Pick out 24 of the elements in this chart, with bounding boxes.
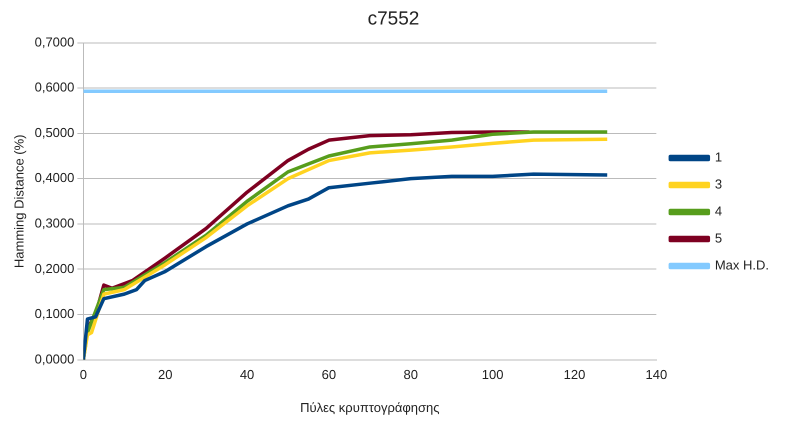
y-axis-title: Hamming Distance (%) bbox=[11, 134, 26, 268]
x-tick-label: 140 bbox=[645, 367, 668, 382]
x-tick-label: 0 bbox=[80, 367, 87, 382]
y-tick-label: 0,2000 bbox=[34, 260, 74, 276]
y-tick-label: 0,1000 bbox=[34, 306, 74, 322]
x-axis-title: Πύλες κρυπτογράφησης bbox=[300, 400, 440, 415]
x-tick-label: 120 bbox=[564, 367, 586, 382]
x-tick-label: 20 bbox=[158, 367, 172, 382]
x-tick-label: 100 bbox=[482, 367, 504, 382]
y-tick-label: 0,6000 bbox=[34, 80, 74, 95]
y-tick-label: 0,5000 bbox=[34, 124, 74, 140]
y-tick-label: 0,4000 bbox=[34, 170, 74, 186]
legend-label: 5 bbox=[714, 230, 722, 246]
legend-label: 1 bbox=[714, 150, 722, 165]
y-tick-label: 0,3000 bbox=[34, 216, 74, 231]
legend-label: 3 bbox=[714, 176, 722, 192]
x-tick-label: 80 bbox=[404, 367, 418, 382]
y-tick-label: 0,7000 bbox=[34, 34, 74, 50]
legend-label: 4 bbox=[714, 204, 722, 219]
x-tick-label: 60 bbox=[322, 367, 336, 382]
y-tick-label: 0,0000 bbox=[34, 351, 74, 366]
x-tick-label: 40 bbox=[240, 367, 254, 382]
legend-label: Max H.D. bbox=[714, 258, 769, 273]
chart-title: c7552 bbox=[368, 8, 420, 30]
